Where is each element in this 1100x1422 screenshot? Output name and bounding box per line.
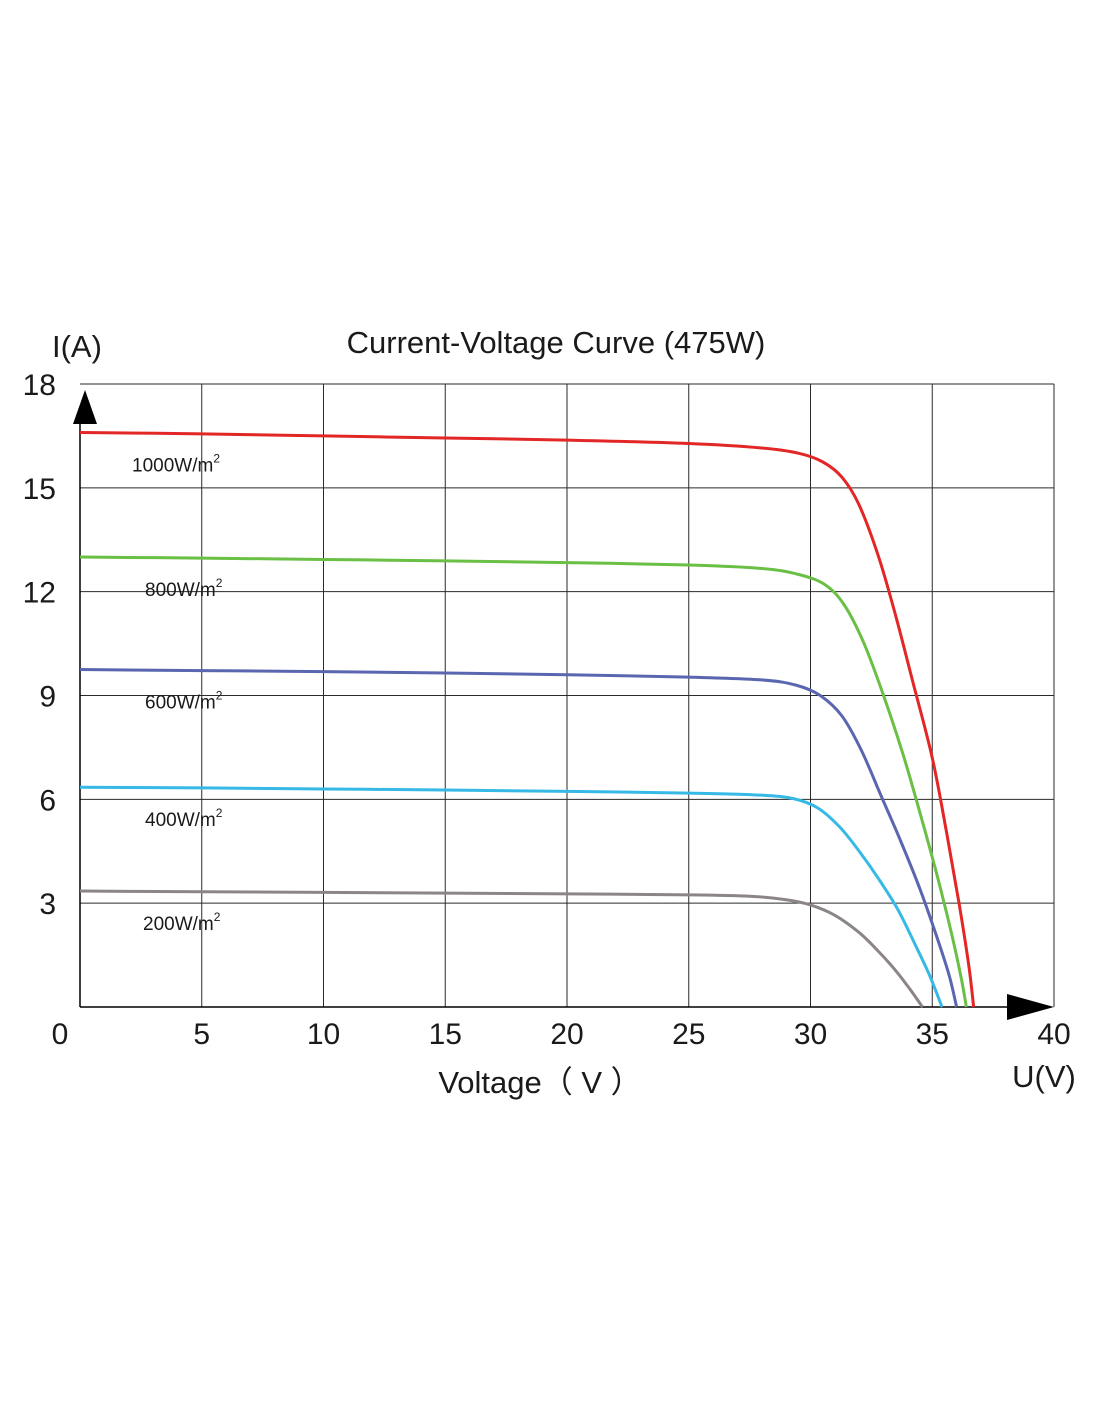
series-line-200W-per-m2	[79, 889, 924, 1008]
series-label: 800W/m2	[145, 576, 223, 601]
x-axis-unit-label: U(V)	[1012, 1059, 1076, 1094]
x-tick-label: 20	[550, 1018, 583, 1051]
x-axis-title: Voltage（ V ）	[438, 1065, 641, 1100]
x-tick-label: 25	[672, 1018, 705, 1051]
y-tick-label: 18	[23, 369, 56, 402]
series-line-800W-per-m2	[79, 555, 968, 1008]
y-tick-label: 3	[39, 888, 56, 921]
series-label: 200W/m2	[143, 910, 221, 935]
series-label: 1000W/m2	[132, 451, 220, 476]
series-label: 400W/m2	[145, 806, 223, 831]
x-tick-label: 5	[193, 1018, 210, 1051]
x-tick-label: 40	[1037, 1018, 1070, 1051]
chart-title: Current-Voltage Curve (475W)	[347, 325, 766, 360]
series-line-400W-per-m2	[79, 785, 944, 1008]
plot-frame	[79, 383, 1055, 1008]
x-tick-label: 0	[52, 1018, 69, 1051]
y-tick-label: 15	[23, 473, 56, 506]
y-axis-unit-label: I(A)	[52, 329, 102, 364]
x-tick-label: 35	[916, 1018, 949, 1051]
y-axis-arrow-icon	[73, 390, 97, 424]
grid	[80, 384, 1054, 1007]
y-tick-label: 12	[23, 577, 56, 610]
x-tick-label: 10	[307, 1018, 340, 1051]
x-tick-label: 30	[794, 1018, 827, 1051]
y-tick-label: 9	[39, 681, 56, 714]
series-group	[79, 430, 976, 1008]
series-labels: 1000W/m2 800W/m2 600W/m2 400W/m2 200W/m2	[132, 451, 223, 935]
y-tick-label: 6	[39, 784, 56, 817]
x-tick-label: 15	[429, 1018, 462, 1051]
series-label: 600W/m2	[145, 689, 223, 714]
tick-labels: 0 5 10 15 20 25 30 35 40 3 6 9 12 15 18	[23, 369, 1071, 1051]
series-line-600W-per-m2	[79, 668, 959, 1008]
x-axis-arrow-icon	[1007, 994, 1054, 1020]
series-line-1000W-per-m2	[79, 430, 976, 1008]
